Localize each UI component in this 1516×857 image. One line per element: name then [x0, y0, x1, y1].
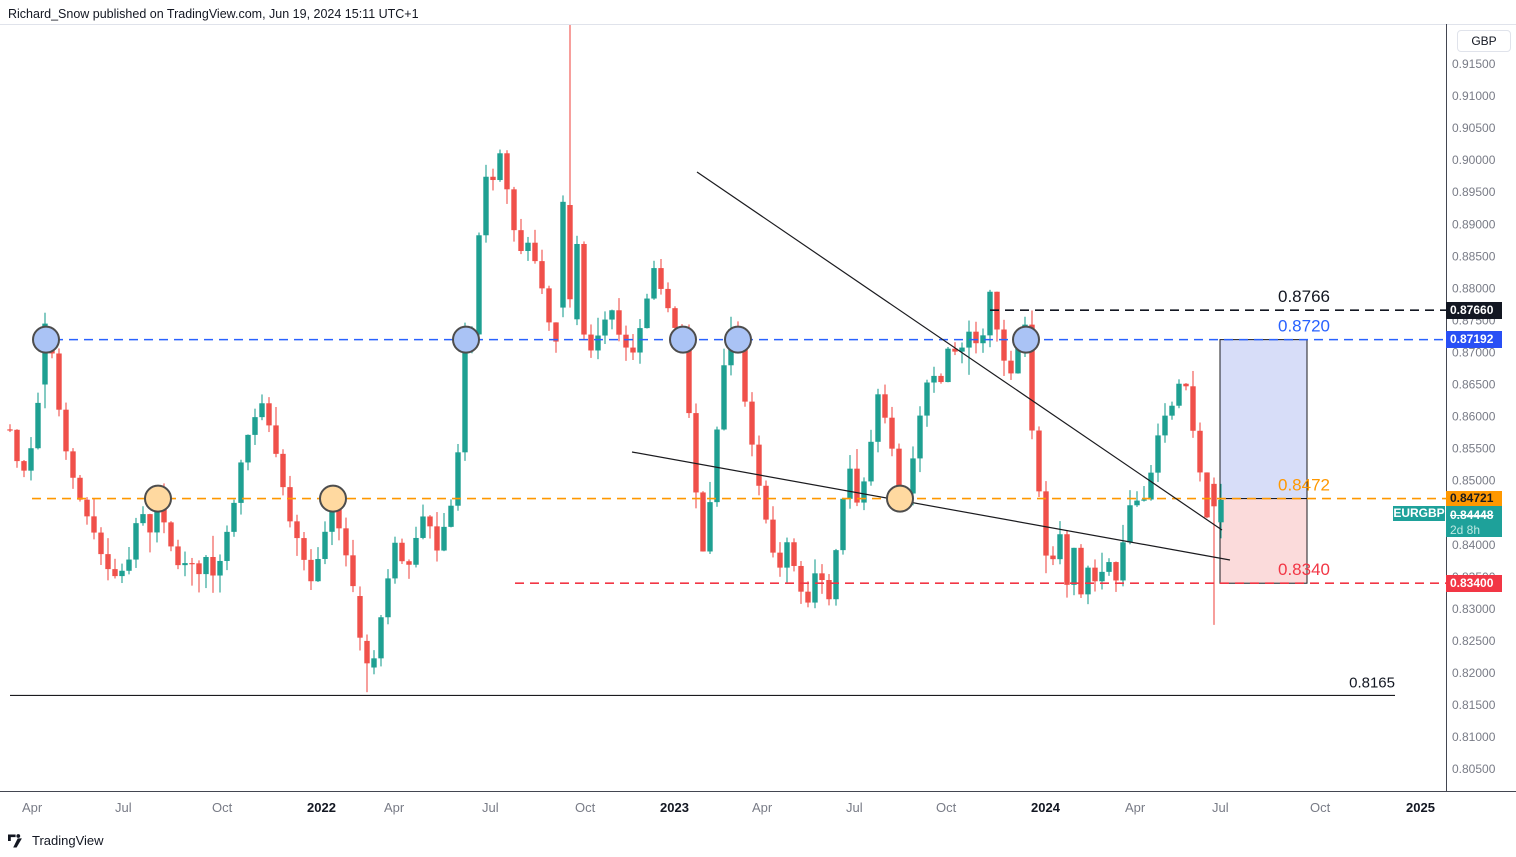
svg-text:0.82000: 0.82000	[1452, 666, 1496, 680]
svg-text:0.81500: 0.81500	[1452, 698, 1496, 712]
svg-text:0.91500: 0.91500	[1452, 57, 1496, 71]
svg-text:0.8766: 0.8766	[1278, 287, 1330, 306]
svg-text:0.88000: 0.88000	[1452, 281, 1496, 295]
svg-text:0.89000: 0.89000	[1452, 217, 1496, 231]
svg-text:0.85500: 0.85500	[1452, 442, 1496, 456]
svg-text:0.82500: 0.82500	[1452, 634, 1496, 648]
svg-text:0.8340: 0.8340	[1278, 560, 1330, 579]
svg-text:0.85000: 0.85000	[1452, 474, 1496, 488]
svg-text:0.89500: 0.89500	[1452, 185, 1496, 199]
svg-text:0.80500: 0.80500	[1452, 762, 1496, 776]
svg-text:0.86000: 0.86000	[1452, 410, 1496, 424]
svg-text:0.8165: 0.8165	[1349, 674, 1395, 691]
svg-text:0.8472: 0.8472	[1278, 476, 1330, 495]
svg-text:0.8720: 0.8720	[1278, 317, 1330, 336]
svg-text:0.91000: 0.91000	[1452, 89, 1496, 103]
svg-text:0.81000: 0.81000	[1452, 730, 1496, 744]
svg-text:0.90500: 0.90500	[1452, 121, 1496, 135]
svg-text:0.86500: 0.86500	[1452, 378, 1496, 392]
svg-text:0.84000: 0.84000	[1452, 538, 1496, 552]
svg-text:0.88500: 0.88500	[1452, 249, 1496, 263]
svg-text:0.83000: 0.83000	[1452, 602, 1496, 616]
svg-text:0.90000: 0.90000	[1452, 153, 1496, 167]
